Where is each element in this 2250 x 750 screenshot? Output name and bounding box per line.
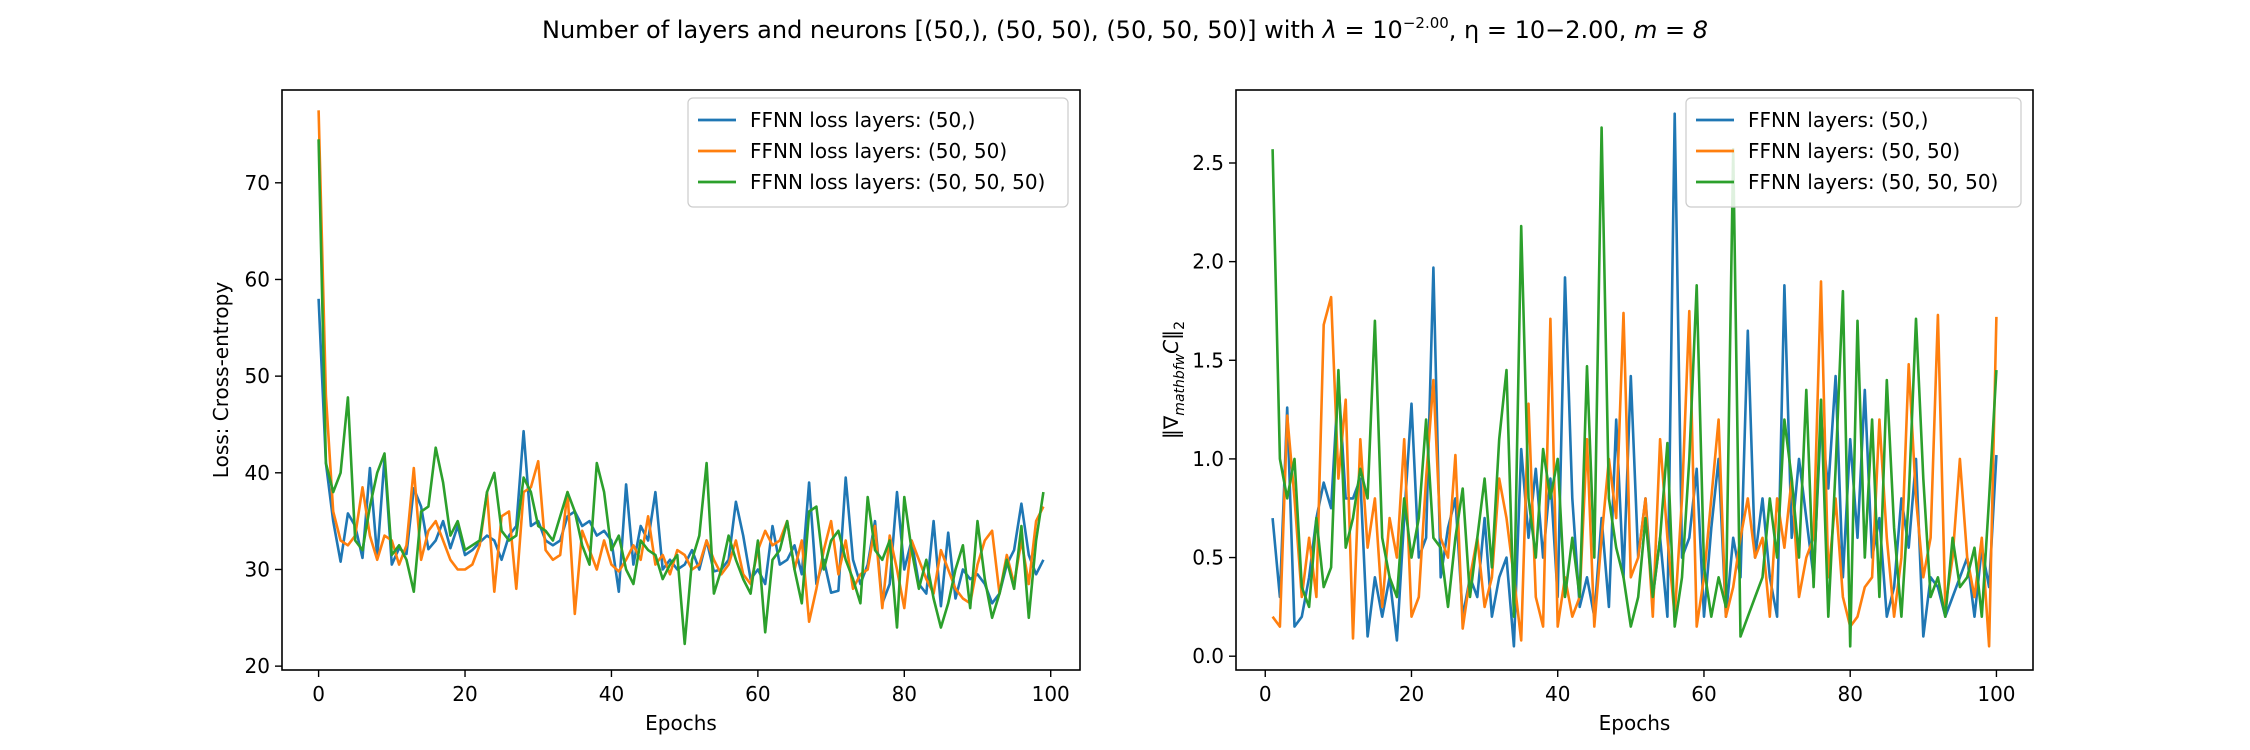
gradient-legend-label-3: FFNN layers: (50, 50, 50) xyxy=(1748,170,1998,194)
loss-series-layer xyxy=(317,110,1045,646)
loss-legend: FFNN loss layers: (50,) FFNN loss layers:… xyxy=(687,97,1069,208)
loss-x-axis-label: Epochs xyxy=(645,711,717,735)
loss-y-tick-label: 40 xyxy=(245,461,270,485)
gradient-legend-label-1: FFNN layers: (50,) xyxy=(1748,108,1928,132)
loss-y-tick-label: 30 xyxy=(245,557,270,581)
gradient-legend: FFNN layers: (50,) FFNN layers: (50, 50) F… xyxy=(1685,97,2022,208)
loss-y-axis-label: Loss: Cross-entropy xyxy=(209,282,233,479)
gradient-x-tick-label: 60 xyxy=(1691,682,1716,706)
gradient-ticks: 0 20 40 60 80 100 0.0 0.5 1.0 1.5 2.0 2.5 xyxy=(1192,151,2015,706)
loss-legend-label-3: FFNN loss layers: (50, 50, 50) xyxy=(750,170,1045,194)
gradient-y-tick-label: 1.0 xyxy=(1192,447,1224,471)
loss-y-tick-label: 60 xyxy=(245,267,270,291)
gradient-x-tick-label: 100 xyxy=(1977,682,2015,706)
title-prefix: Number of layers and neurons [(50,), (50… xyxy=(542,16,1323,44)
gradient-legend-label-2: FFNN layers: (50, 50) xyxy=(1748,139,1960,163)
title-lambda-symbol: λ xyxy=(1321,16,1337,44)
ylabel-open: ‖∇ xyxy=(1159,415,1183,439)
ylabel-sub2: 2 xyxy=(1172,321,1188,330)
loss-series-1-line xyxy=(317,298,1045,608)
gradient-plot-frame xyxy=(1235,89,2034,671)
gradient-y-tick-label: 2.0 xyxy=(1192,250,1224,274)
ylabel-sub1: mathbfw xyxy=(1172,353,1188,415)
gradient-norm-chart: 0 20 40 60 80 100 0.0 0.5 1.0 1.5 2.0 2.5 Epochs ‖∇… xyxy=(1159,89,2034,735)
gradient-y-axis-label: ‖∇mathbfwC‖2 xyxy=(1159,321,1188,439)
gradient-y-tick-label: 0.5 xyxy=(1192,546,1224,570)
loss-x-tick-label: 100 xyxy=(1032,682,1070,706)
loss-y-tick-label: 50 xyxy=(245,364,270,388)
ylabel-mid: C‖ xyxy=(1159,330,1183,354)
gradient-series-3-line xyxy=(1271,126,1998,648)
loss-plot-frame xyxy=(281,89,1081,671)
loss-legend-label-2: FFNN loss layers: (50, 50) xyxy=(750,139,1007,163)
gradient-x-tick-label: 20 xyxy=(1399,682,1424,706)
gradient-y-tick-label: 1.5 xyxy=(1192,348,1224,372)
figure-title: Number of layers and neurons [(50,), (50… xyxy=(542,14,1708,44)
title-lambda-eq: = 10 xyxy=(1337,16,1403,44)
loss-x-tick-label: 40 xyxy=(599,682,624,706)
gradient-legend-box xyxy=(1685,97,2022,208)
gradient-x-tick-label: 80 xyxy=(1837,682,1862,706)
gradient-x-axis-label: Epochs xyxy=(1599,711,1671,735)
title-eta-part: , η = 10−2.00, xyxy=(1449,16,1634,44)
loss-chart: 0 20 40 60 80 100 20 30 40 50 60 70 Epochs Loss: Cr… xyxy=(209,89,1081,735)
gradient-y-tick-label: 2.5 xyxy=(1192,151,1224,175)
loss-legend-box xyxy=(687,97,1069,208)
loss-y-tick-label: 70 xyxy=(245,171,270,195)
gradient-series-layer xyxy=(1271,112,1998,648)
loss-x-tick-label: 60 xyxy=(745,682,770,706)
loss-x-tick-label: 20 xyxy=(452,682,477,706)
loss-x-tick-label: 80 xyxy=(892,682,917,706)
loss-legend-label-1: FFNN loss layers: (50,) xyxy=(750,108,975,132)
loss-x-tick-label: 0 xyxy=(312,682,325,706)
gradient-x-tick-label: 40 xyxy=(1545,682,1570,706)
title-m-part: m = 8 xyxy=(1634,16,1708,44)
title-lambda-exp: −2.00 xyxy=(1403,14,1449,32)
gradient-y-tick-label: 0.0 xyxy=(1192,644,1224,668)
gradient-x-tick-label: 0 xyxy=(1259,682,1272,706)
loss-series-3-line xyxy=(317,139,1045,646)
loss-ticks: 0 20 40 60 80 100 20 30 40 50 60 70 xyxy=(245,171,1070,706)
loss-y-tick-label: 20 xyxy=(245,654,270,678)
